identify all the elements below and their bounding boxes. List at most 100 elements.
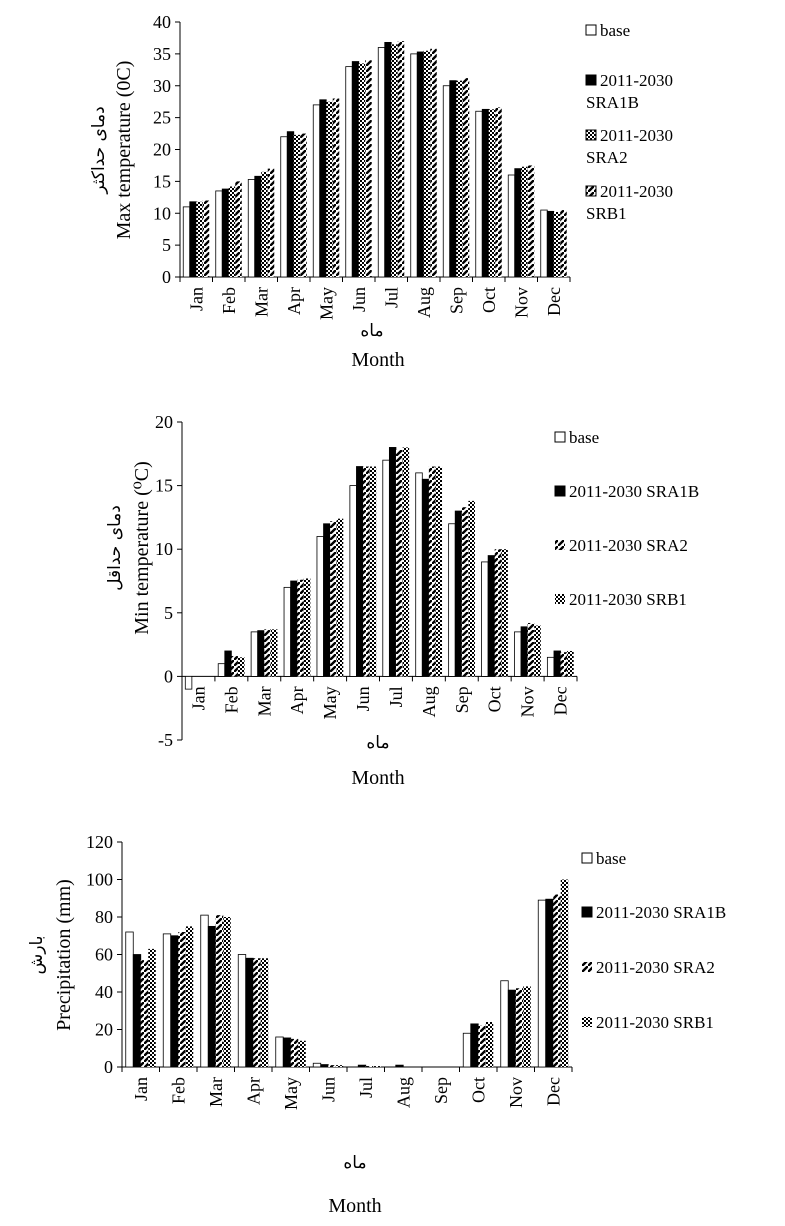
chart1-bar-SRA2-feb bbox=[228, 186, 236, 277]
chart3-y-tick-label: 0 bbox=[104, 1057, 113, 1077]
chart2-ylabel-persian: دمای حداقل bbox=[105, 505, 125, 591]
chart3-legend-item-base: base bbox=[581, 849, 626, 868]
chart1-bar-SRB1-sep bbox=[462, 78, 470, 277]
chart2-bar-SRA2-oct bbox=[494, 549, 502, 677]
chart1-bar-SRA2-nov bbox=[521, 166, 528, 277]
chart1-x-tick-label-mar: Mar bbox=[251, 287, 271, 317]
chart3-bar-base-oct bbox=[462, 1032, 472, 1068]
chart1-bar-base-dec bbox=[540, 209, 548, 278]
chart1-bar-SRB1-oct bbox=[495, 107, 502, 277]
chart3-bar-base-dec bbox=[537, 899, 547, 1068]
chart3-y-tick-label: 100 bbox=[86, 870, 113, 890]
chart1-bar-SRA2-aug bbox=[423, 50, 431, 277]
chart2-bar-SRA1B-oct bbox=[487, 555, 496, 677]
chart1-x-tick-label-sep: Sep bbox=[446, 287, 466, 314]
chart3-y-tick-label: 20 bbox=[95, 1020, 113, 1040]
chart1-legend-line1-SRA2: 2011-2030 bbox=[600, 126, 673, 145]
chart2-x-tick-label-nov: Nov bbox=[518, 686, 538, 717]
chart1-bar-SRA1B-jun bbox=[351, 61, 360, 278]
chart3-x-tick-label-oct: Oct bbox=[468, 1077, 488, 1103]
chart2-plot: -5 0 5 10 15 20 Jan Feb Mar Apr May Jun Jul Aug Sep Oct… bbox=[155, 412, 578, 750]
chart1-bar-SRA1B-jan bbox=[189, 201, 197, 278]
chart3-bar-SRA1B-jun bbox=[320, 1064, 329, 1068]
chart2-bar-SRA1B-mar bbox=[257, 630, 265, 677]
chart3-bar-SRA2-jun bbox=[328, 1065, 336, 1068]
chart3-bar-base-jun bbox=[312, 1062, 322, 1068]
chart2-bar-SRA2-feb bbox=[231, 656, 238, 677]
chart1-legend-label-SRA1B: 2011-2030 SRA1B bbox=[586, 71, 677, 112]
chart1-x-tick-label-may: May bbox=[316, 287, 336, 320]
chart-min-temperature: Min temperature (⁰C) دمای حداقل -5 0 5 10 15… bbox=[105, 412, 699, 789]
chart3-bar-base-apr bbox=[237, 954, 247, 1068]
chart2-legend-label-SRB1: 2011-2030 SRB1 bbox=[569, 590, 687, 609]
chart1-x-tick-label-dec: Dec bbox=[544, 287, 564, 316]
chart3-legend-item-SRA2: 2011-2030 SRA2 bbox=[582, 958, 715, 977]
chart2-bar-base-mar bbox=[250, 631, 259, 677]
chart3-y-tick-label: 80 bbox=[95, 907, 113, 927]
chart3-bar-SRA2-dec bbox=[553, 894, 561, 1067]
chart1-legend-item-SRA2: 2011-2030 SRA2 bbox=[585, 126, 677, 167]
chart2-bar-SRA2-jul bbox=[395, 449, 403, 677]
chart3-bar-SRB1-nov bbox=[523, 986, 531, 1068]
chart3-legend-label-base: base bbox=[596, 849, 626, 868]
chart2-bar-base-jun bbox=[349, 485, 357, 677]
chart2-legend-label-base: base bbox=[569, 428, 599, 447]
chart3-x-tick-label-apr: Apr bbox=[243, 1077, 263, 1105]
chart3-bar-SRA1B-jul bbox=[357, 1064, 367, 1068]
chart2-bar-SRB1-apr bbox=[303, 578, 311, 677]
chart2-bar-SRA2-nov bbox=[527, 622, 535, 677]
chart3-bar-SRB1-oct bbox=[485, 1022, 494, 1067]
chart2-bar-SRA1B-sep bbox=[454, 510, 463, 677]
chart3-bar-SRA2-jan bbox=[140, 960, 149, 1068]
chart1-bar-SRB1-apr bbox=[300, 133, 307, 277]
chart1-y-tick-label: 40 bbox=[153, 12, 171, 32]
chart3-legend: base 2011-2030 SRA1B 2011-2030 SRA2 2011… bbox=[581, 849, 726, 1032]
chart2-bar-SRA2-apr bbox=[297, 579, 304, 677]
chart3-bar-SRB1-jul bbox=[373, 1066, 381, 1067]
chart2-legend-swatch-base bbox=[554, 431, 566, 443]
chart1-x-tick-label-feb: Feb bbox=[219, 287, 239, 314]
chart3-xlabel-persian: ماه bbox=[343, 1153, 366, 1173]
chart1-legend-line1-SRB1: 2011-2030 bbox=[600, 182, 673, 201]
chart1-bar-SRA2-jan bbox=[196, 201, 203, 277]
chart1-bar-SRA1B-sep bbox=[449, 80, 457, 278]
chart2-legend-swatch-SRB1 bbox=[555, 594, 565, 604]
chart1-bar-SRB1-nov bbox=[527, 165, 535, 277]
chart1-xlabel-persian: ماه bbox=[360, 321, 383, 341]
chart2-legend-label-SRA1B: 2011-2030 SRA1B bbox=[569, 482, 699, 501]
chart3-bar-SRB1-jun bbox=[335, 1065, 344, 1068]
chart3-legend-swatch-SRB1 bbox=[582, 1017, 592, 1027]
chart1-x-tick-label-nov: Nov bbox=[511, 287, 531, 318]
chart1-legend-label-SRA2: 2011-2030 SRA2 bbox=[586, 126, 677, 167]
chart2-bar-base-sep bbox=[448, 523, 456, 677]
chart3-ylabel-persian: بارش bbox=[27, 936, 47, 975]
chart1-bar-base-may bbox=[312, 104, 321, 278]
chart3-bar-SRB1-mar bbox=[223, 917, 231, 1067]
chart1-xlabel: Month bbox=[351, 349, 404, 371]
chart3-x-tick-label-jun: Jun bbox=[318, 1077, 338, 1102]
chart2-x-tick-label-feb: Feb bbox=[221, 686, 241, 713]
chart2-bar-SRA1B-feb bbox=[224, 650, 232, 677]
chart1-y-tick-label: 25 bbox=[153, 108, 171, 128]
chart2-bar-SRB1-nov bbox=[534, 625, 541, 677]
chart1-bar-SRA2-jun bbox=[358, 63, 366, 277]
chart1-plot: 0 5 10 15 20 25 30 35 40 Jan Feb Mar Apr May Jun Jul Aug… bbox=[153, 12, 571, 320]
chart1-bar-SRA2-oct bbox=[488, 109, 496, 277]
chart3-x-tick-label-jul: Jul bbox=[356, 1077, 376, 1098]
chart3-bar-SRA1B-aug bbox=[395, 1064, 404, 1068]
chart3-legend-swatch-SRA1B bbox=[581, 906, 593, 918]
chart3-bar-SRA2-oct bbox=[478, 1025, 486, 1067]
chart2-bar-base-jul bbox=[382, 459, 390, 677]
chart1-bar-base-aug bbox=[410, 53, 418, 278]
chart2-bar-SRB1-jul bbox=[402, 447, 410, 677]
chart2-x-tick-label-jul: Jul bbox=[386, 686, 406, 707]
chart2-bar-SRB1-aug bbox=[435, 466, 443, 677]
chart2-x-tick-label-oct: Oct bbox=[485, 686, 505, 712]
chart3-bar-SRA1B-mar bbox=[207, 925, 217, 1068]
chart3-x-tick-label-mar: Mar bbox=[206, 1077, 226, 1107]
chart3-bar-SRA2-mar bbox=[215, 915, 224, 1068]
chart3-x-tick-label-may: May bbox=[281, 1077, 301, 1110]
chart3-bar-SRA1B-dec bbox=[545, 898, 554, 1068]
chart2-x-tick-label-may: May bbox=[320, 686, 340, 719]
chart3-legend-label-SRA1B: 2011-2030 SRA1B bbox=[596, 903, 726, 922]
